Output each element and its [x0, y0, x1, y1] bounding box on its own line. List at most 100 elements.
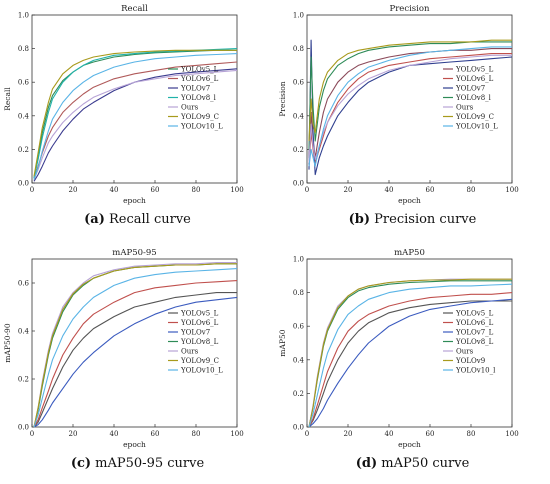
caption-text: Precision curve: [370, 212, 477, 227]
x-tick-label: 80: [467, 430, 476, 438]
plot-frame: [31, 258, 238, 428]
x-axis-label: epoch: [123, 196, 146, 205]
series-line-yolov6-l: [33, 280, 238, 428]
chart-title: Precision: [390, 4, 430, 14]
legend-label-yolov6-l: YOLOv6_L: [180, 319, 219, 327]
series-line-yolov10-l: [308, 283, 513, 428]
x-tick-label: 20: [69, 430, 78, 438]
legend-label-yolov10-l: YOLOv10_L: [455, 123, 498, 131]
y-tick-label: 0.6: [293, 79, 305, 87]
series-line-yolov7: [33, 68, 238, 182]
y-tick-label: 0.4: [293, 112, 305, 120]
series-line-yolov6-l: [308, 292, 513, 428]
y-tick-label: 1.0: [18, 12, 29, 20]
x-tick-label: 0: [30, 186, 34, 194]
caption-text: Recall curve: [104, 212, 191, 227]
x-tick-label: 40: [110, 186, 119, 194]
x-tick-label: 100: [505, 430, 518, 438]
y-tick-label: 0.0: [293, 180, 304, 188]
legend-label-yolov6-l: YOLOv6_L: [455, 319, 494, 327]
series-line-ours: [308, 54, 512, 163]
y-axis-label: Precision: [278, 81, 287, 116]
series-line-yolov9-c: [308, 39, 512, 142]
x-tick-label: 100: [230, 430, 243, 438]
x-tick-label: 20: [344, 186, 353, 194]
series-line-yolov5-l: [308, 300, 512, 428]
series-line-yolov10-l: [33, 268, 238, 428]
legend-label-yolov9: YOLOv9: [455, 357, 485, 365]
plot-frame: [306, 258, 513, 428]
chart-title: mAP50: [394, 248, 425, 258]
caption-letter: (d): [355, 456, 378, 471]
series-line-yolov7-l: [308, 298, 513, 428]
series-line-yolov9-c: [33, 263, 237, 428]
legend-label-yolov7-l: YOLOv7_L: [455, 329, 494, 337]
x-tick-label: 40: [385, 186, 394, 194]
legend-label-yolov9-c: YOLOv9_C: [180, 113, 219, 121]
caption-letter: (c): [70, 456, 92, 471]
y-tick-label: 0.4: [18, 328, 30, 336]
map50-95-chart: 0 20 40 60 80 100 0.0 0.2 0.4 0.6 mAP50-95 epoch mAP…: [3, 248, 244, 449]
y-tick-label: 0.4: [293, 356, 305, 364]
x-tick-label: 100: [230, 186, 243, 194]
series-line-yolov6-l: [33, 61, 238, 180]
y-tick-label: 0.0: [18, 424, 29, 432]
series-line-yolov9-c: [33, 49, 237, 177]
y-tick-label: 0.2: [293, 146, 304, 154]
x-axis-label: epoch: [123, 440, 146, 449]
legend-label-ours: Ours: [181, 104, 199, 112]
legend-label-yolov6-l: YOLOv6_L: [455, 75, 494, 83]
map50-95-panel: 0 20 40 60 80 100 0.0 0.2 0.4 0.6 mAP50-95 epoch mAP…: [0, 244, 275, 484]
x-tick-label: 80: [467, 186, 476, 194]
y-axis-label: mAP50-90: [3, 323, 12, 362]
legend-label-yolov5-l: YOLOv5_L: [180, 66, 219, 74]
x-tick-label: 60: [426, 186, 435, 194]
series-line-yolov7: [308, 39, 513, 176]
legend-label-ours: Ours: [456, 348, 474, 356]
chart-title: Recall: [121, 4, 148, 14]
plot-frame: [306, 14, 513, 184]
x-tick-label: 20: [344, 430, 353, 438]
legend-label-yolov8-l: YOLOv8_L: [180, 338, 219, 346]
x-tick-label: 20: [69, 186, 78, 194]
x-tick-label: 80: [192, 186, 201, 194]
precision-panel: 0 20 40 60 80 100 0.0 0.2 0.4 0.6 0.8 1.0 Precision e…: [275, 0, 550, 240]
precision-chart: 0 20 40 60 80 100 0.0 0.2 0.4 0.6 0.8 1.0 Precision e…: [278, 4, 519, 205]
series-line-yolov5-l: [33, 292, 237, 428]
x-axis-label: epoch: [398, 440, 421, 449]
legend-label-ours: Ours: [456, 104, 474, 112]
y-tick-label: 0.8: [293, 289, 304, 297]
legend-label-yolov9-c: YOLOv9_C: [180, 357, 219, 365]
legend-label-yolov7: YOLOv7: [180, 329, 210, 337]
legend-label-yolov8-l: YOLOv8_l: [455, 94, 492, 102]
series-line-yolov7: [33, 296, 238, 428]
y-tick-label: 0.8: [18, 45, 29, 53]
caption-letter: (b): [348, 212, 371, 227]
series-line-yolov5-l: [33, 49, 237, 179]
legend-label-yolov8-l: YOLOv8_l: [180, 94, 217, 102]
chart-title: mAP50-95: [112, 248, 156, 258]
x-tick-label: 40: [385, 430, 394, 438]
series-line-yolov10-l: [33, 53, 238, 180]
series-line-ours: [33, 69, 238, 180]
x-tick-label: 60: [151, 186, 160, 194]
x-tick-label: 0: [30, 430, 34, 438]
x-axis-label: epoch: [398, 196, 421, 205]
recall-chart: 0 20 40 60 80 100 0.0 0.2 0.4 0.6 0.8 1.0 Recall epoc…: [3, 4, 244, 205]
x-tick-label: 60: [426, 430, 435, 438]
y-tick-label: 0.0: [293, 424, 304, 432]
recall-panel: 0 20 40 60 80 100 0.0 0.2 0.4 0.6 0.8 1.0 Recall epoc…: [0, 0, 275, 240]
y-tick-label: 1.0: [293, 256, 304, 264]
y-tick-label: 0.6: [18, 79, 30, 87]
map50-panel: 0 20 40 60 80 100 0.0 0.2 0.4 0.6 0.8 1.0 mAP50 epoch…: [275, 244, 550, 484]
x-tick-label: 60: [151, 430, 160, 438]
legend-label-ours: Ours: [181, 348, 199, 356]
y-tick-label: 0.6: [18, 280, 30, 288]
caption-letter: (a): [84, 212, 105, 227]
plot-frame: [31, 14, 238, 184]
legend-label-yolov6-l: YOLOv6_L: [180, 75, 219, 83]
legend-label-yolov7: YOLOv7: [180, 85, 210, 93]
legend-label-yolov10-l: YOLOv10_L: [180, 123, 223, 131]
y-tick-label: 0.2: [293, 390, 304, 398]
y-tick-label: 0.0: [18, 180, 29, 188]
